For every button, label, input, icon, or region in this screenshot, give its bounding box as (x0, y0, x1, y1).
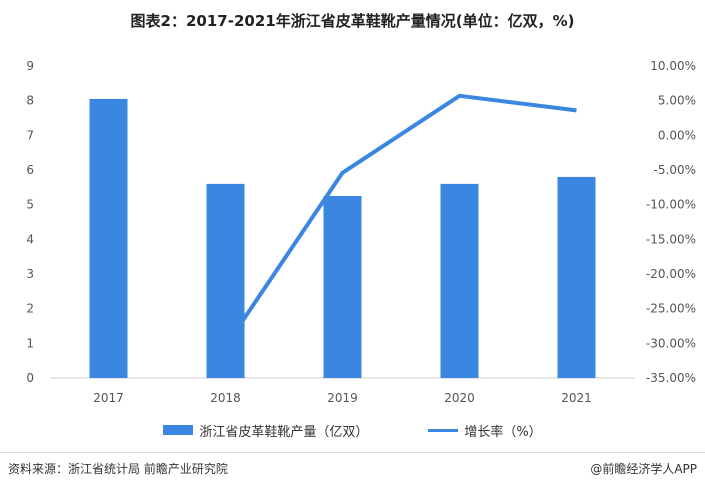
x-tick-label: 2020 (444, 391, 475, 405)
source-note: 资料来源：浙江省统计局 前瞻产业研究院 (8, 462, 228, 476)
bar-2020 (440, 183, 479, 378)
left-tick-label: 4 (26, 232, 34, 246)
right-tick-label: -15.00% (646, 232, 696, 246)
right-axis-ticks: -35.00% -30.00% -25.00% -20.00% -15.00% -10.0… (646, 59, 696, 385)
footer-divider (0, 452, 705, 453)
right-tick-label: -10.00% (646, 198, 696, 212)
x-tick-label: 2021 (561, 391, 592, 405)
chart-title: 图表2：2017-2021年浙江省皮革鞋靴产量情况(单位：亿双，%) (130, 12, 575, 30)
bar-series (89, 98, 596, 378)
left-tick-label: 1 (26, 336, 34, 350)
credit-note: @前瞻经济学人APP (590, 462, 697, 476)
bar-2018 (206, 183, 245, 378)
x-tick-label: 2017 (93, 391, 124, 405)
right-tick-label: -35.00% (646, 371, 696, 385)
legend-line-swatch (428, 428, 459, 432)
legend-item-line: 增长率（%） (428, 421, 542, 440)
growth-rate-line (223, 93, 577, 348)
left-tick-label: 7 (26, 128, 34, 142)
right-tick-label: 10.00% (650, 59, 696, 73)
legend-bar-label: 浙江省皮革鞋靴产量（亿双） (199, 424, 369, 440)
bar-2017 (89, 98, 128, 378)
left-tick-label: 2 (26, 302, 34, 316)
x-tick-label: 2018 (210, 391, 241, 405)
bar-2019 (323, 196, 362, 378)
x-axis-ticks: 2017 2018 2019 2020 2021 (93, 391, 592, 405)
left-tick-label: 0 (26, 371, 34, 385)
legend-item-bar: 浙江省皮革鞋靴产量（亿双） (163, 421, 368, 440)
left-tick-label: 6 (26, 163, 34, 177)
right-tick-label: -5.00% (654, 163, 696, 177)
left-tick-label: 3 (26, 267, 34, 281)
x-tick-label: 2019 (327, 391, 358, 405)
left-tick-label: 5 (26, 198, 34, 212)
right-tick-label: -20.00% (646, 267, 696, 281)
legend: 浙江省皮革鞋靴产量（亿双） 增长率（%） (0, 418, 705, 442)
right-tick-label: 5.00% (658, 94, 696, 108)
right-tick-label: 0.00% (658, 128, 696, 142)
right-tick-label: -25.00% (646, 302, 696, 316)
left-tick-label: 8 (26, 94, 34, 108)
right-tick-label: -30.00% (646, 336, 696, 350)
legend-line-label: 增长率（%） (464, 424, 542, 440)
bar-2021 (557, 176, 596, 378)
left-axis-ticks: 0 1 2 3 4 5 6 7 8 9 (26, 59, 34, 385)
left-tick-label: 9 (26, 59, 34, 73)
legend-bar-swatch (163, 425, 194, 435)
